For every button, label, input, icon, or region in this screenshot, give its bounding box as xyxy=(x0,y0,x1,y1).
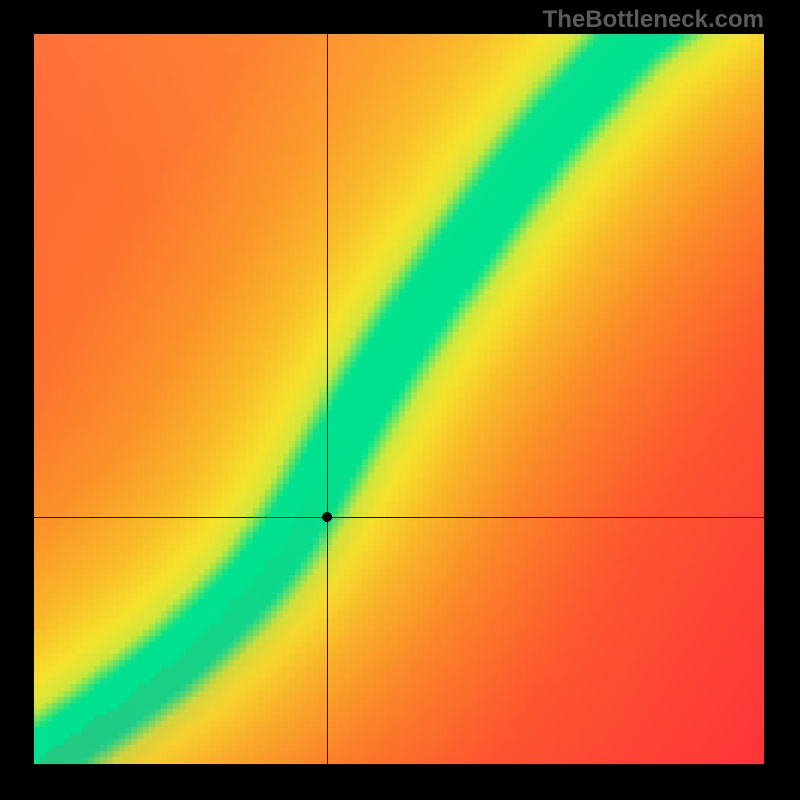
crosshair-vertical xyxy=(327,34,328,764)
watermark-text: TheBottleneck.com xyxy=(543,6,764,34)
crosshair-horizontal xyxy=(34,517,764,518)
plot-area xyxy=(34,34,764,764)
heatmap-canvas xyxy=(34,34,764,764)
chart-container: TheBottleneck.com xyxy=(0,0,800,800)
